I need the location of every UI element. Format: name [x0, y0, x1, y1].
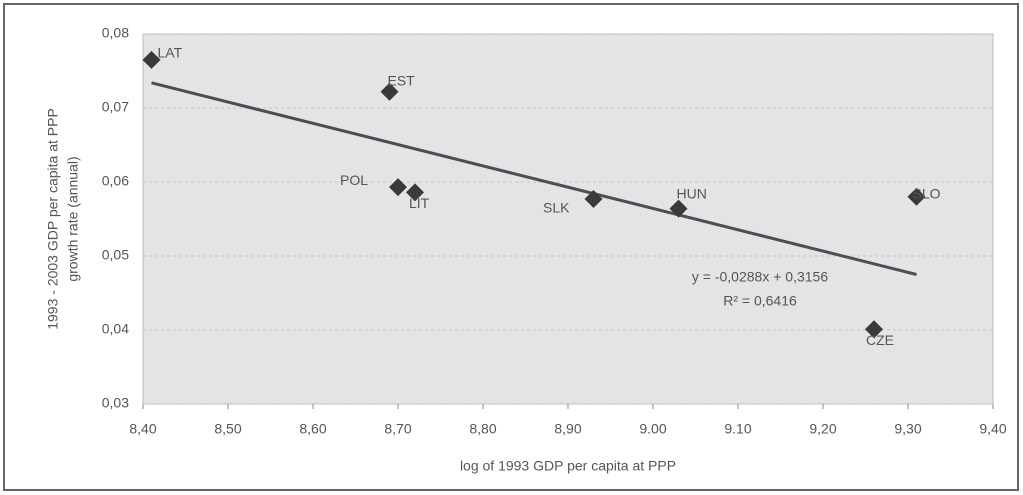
x-tick-label: 8,80: [469, 421, 496, 437]
y-tick-label: 0,04: [102, 321, 129, 337]
trendline: [151, 81, 917, 276]
x-tick-label: 9,40: [979, 421, 1006, 437]
plot-area: [142, 33, 994, 405]
y-axis-label-line: growth rate (annual): [65, 156, 81, 281]
y-tick-label: 0,06: [102, 173, 129, 189]
x-tick-label: 8,90: [554, 421, 581, 437]
point-label: HUN: [677, 185, 707, 201]
y-tick-label: 0,08: [102, 25, 129, 41]
point: [380, 82, 399, 101]
trendline-equation: y = -0,0288x + 0,3156: [692, 269, 828, 285]
point-label: CZE: [866, 332, 894, 348]
point: [389, 178, 407, 197]
y-tick-label: 0,03: [102, 395, 129, 411]
y-axis-label: 1993 - 2003 GDP per capita at PPP growth…: [45, 108, 81, 330]
point: [584, 190, 603, 209]
point-label: POL: [340, 172, 368, 188]
point-label: SLK: [543, 200, 570, 216]
point: [669, 199, 688, 218]
point-label: SLO: [913, 186, 941, 202]
x-tick-label: 8,70: [384, 421, 411, 437]
point: [406, 183, 424, 202]
point-label: LIT: [409, 195, 430, 211]
x-tick-label: 9,20: [809, 421, 836, 437]
x-axis-label: log of 1993 GDP per capita at PPP: [460, 458, 676, 474]
point-label: LAT: [158, 45, 183, 61]
x-tick-label: 9.10: [724, 421, 751, 437]
x-tick-label: 9.00: [639, 421, 666, 437]
x-tick-label: 8,40: [129, 421, 156, 437]
y-tick-label: 0,07: [102, 99, 129, 115]
x-tick-label: 8,60: [299, 421, 326, 437]
y-axis-label-line: 1993 - 2003 GDP per capita at PPP: [45, 108, 61, 330]
point: [142, 50, 161, 69]
y-tick-label: 0,05: [102, 247, 129, 263]
x-tick-label: 9,30: [894, 421, 921, 437]
point: [865, 320, 883, 339]
point: [907, 187, 926, 206]
trendline-r2: R² = 0,6416: [723, 293, 797, 309]
x-tick-label: 8,50: [214, 421, 241, 437]
point-label: EST: [388, 72, 416, 88]
